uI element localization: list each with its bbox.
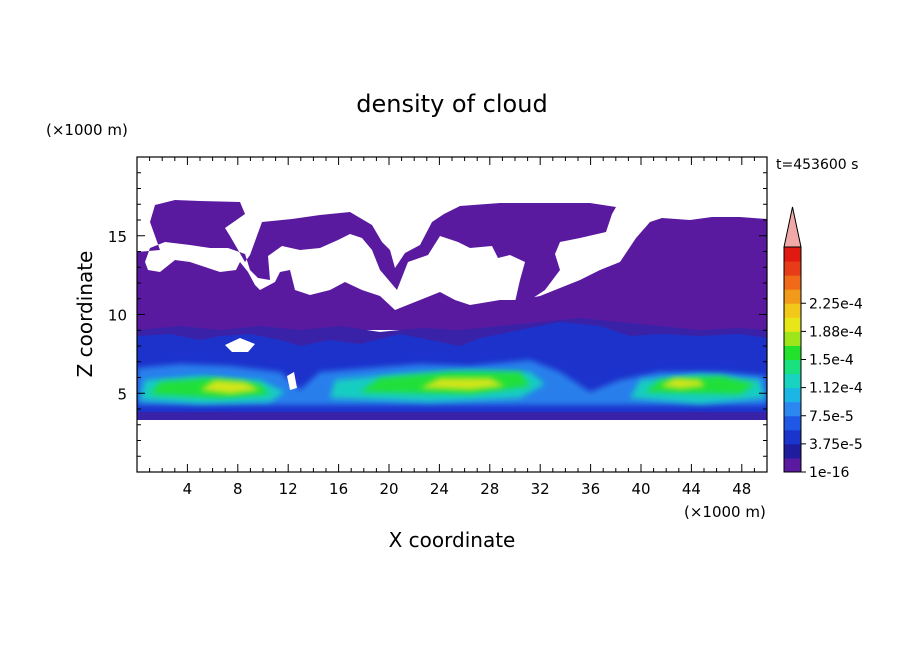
colorbar-swatch — [784, 247, 801, 262]
colorbar-label: 1.88e-4 — [809, 324, 863, 340]
density-field — [137, 157, 767, 472]
y-unit-label: (×1000 m) — [46, 121, 128, 139]
x-tick-label: 20 — [379, 480, 398, 498]
colorbar-swatch — [784, 415, 801, 431]
x-unit-label: (×1000 m) — [684, 503, 766, 521]
y-tick-label: 5 — [117, 385, 127, 403]
colorbar-label: 7.5e-5 — [809, 409, 854, 425]
colorbar-swatch — [784, 457, 801, 473]
colorbar-label: 1e-16 — [809, 465, 849, 481]
x-tick-label: 36 — [581, 480, 600, 498]
x-tick-label: 28 — [480, 480, 499, 498]
clear-air-gaps — [225, 338, 297, 390]
x-tick-label: 32 — [531, 480, 550, 498]
colorbar-swatch — [784, 261, 801, 276]
x-tick-label: 48 — [732, 480, 751, 498]
x-tick-label: 8 — [233, 480, 243, 498]
colorbar-swatch — [784, 373, 801, 389]
colorbar-swatch — [784, 289, 801, 304]
chart-title: density of cloud — [356, 90, 547, 118]
x-tick-label: 40 — [631, 480, 650, 498]
x-axis-ticks: 4 8 12 16 20 24 28 32 36 40 44 48 — [149, 157, 755, 498]
dense-layer-yellow — [200, 378, 705, 394]
colorbar-swatch — [784, 387, 801, 403]
colorbar-swatch — [784, 331, 801, 346]
colorbar-extend-arrow — [783, 206, 802, 248]
colorbar-swatch — [784, 317, 801, 332]
x-tick-label: 44 — [682, 480, 701, 498]
colorbar-swatch — [784, 443, 801, 459]
colorbar-label: 1.12e-4 — [809, 381, 863, 397]
colorbar-label: 1.5e-4 — [809, 353, 854, 369]
x-tick-label: 16 — [329, 480, 348, 498]
colorbar-swatch — [784, 359, 801, 375]
y-tick-label: 15 — [108, 228, 127, 246]
colorbar-swatch — [784, 303, 801, 318]
colorbar-label: 2.25e-4 — [809, 296, 863, 312]
time-label: t=453600 s — [776, 157, 858, 173]
y-tick-label: 10 — [108, 307, 127, 325]
x-tick-label: 12 — [279, 480, 298, 498]
x-axis-title: X coordinate — [389, 528, 516, 552]
x-tick-label: 4 — [183, 480, 193, 498]
colorbar-label: 3.75e-5 — [809, 437, 863, 453]
y-axis-ticks: 5 10 15 — [108, 172, 767, 457]
y-axis-title: Z coordinate — [73, 251, 97, 378]
colorbar-swatch — [784, 345, 801, 360]
upper-cloud-layer — [137, 200, 767, 330]
x-tick-label: 24 — [430, 480, 449, 498]
colorbar-swatch — [784, 275, 801, 290]
colorbar: 1e-16 3.75e-5 7.5e-5 1.12e-4 1.5e-4 1.88e-4 2.… — [783, 206, 863, 481]
colorbar-swatch — [784, 429, 801, 445]
colorbar-swatch — [784, 401, 801, 417]
